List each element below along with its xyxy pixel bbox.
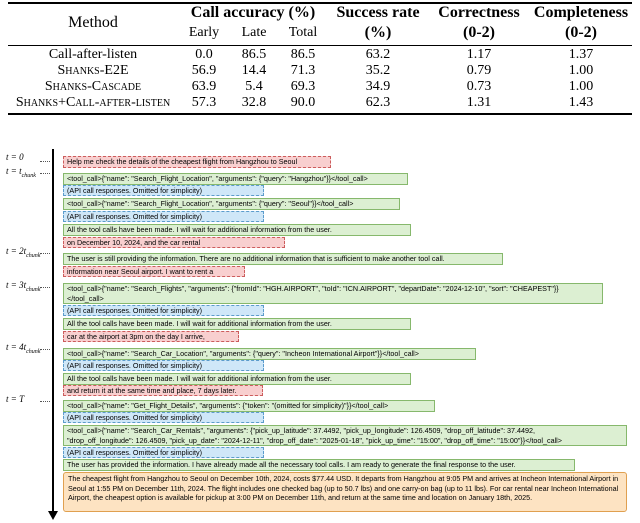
- table-row: Shanks-Cascade 63.9 5.4 69.3 34.9 0.73 1…: [8, 79, 632, 95]
- api-response-message: (API call responses. Omitted for simplic…: [63, 447, 264, 458]
- row-total: 86.5: [290, 47, 316, 62]
- tool-call-message: <tool_call>{"name": "Search_Flight_Locat…: [63, 173, 408, 185]
- header-correctness: Correctness: [438, 4, 520, 21]
- tick-3: [40, 287, 50, 288]
- timeline-arrow-icon: [47, 511, 58, 520]
- header-correctness-range: (0-2): [463, 24, 495, 41]
- table-row: Call-after-listen 0.0 86.5 86.5 63.2 1.1…: [8, 47, 632, 63]
- header-completeness: Completeness: [533, 4, 629, 21]
- header-late: Late: [241, 25, 267, 40]
- header-success-rate: Success rate: [336, 4, 420, 21]
- results-table: Method Call accuracy (%) Success rate Co…: [8, 3, 632, 111]
- row-total: 71.3: [290, 63, 316, 78]
- tool-call-message: <tool_call>{"name": "Search_Flight_Locat…: [63, 198, 400, 210]
- time-label-0: t = 0: [6, 152, 24, 162]
- user-message: on December 10, 2024, and the car rental: [63, 237, 285, 248]
- row-completeness: 1.00: [568, 79, 594, 94]
- header-total: Total: [288, 25, 318, 40]
- row-completeness: 1.43: [568, 95, 594, 110]
- row-completeness: 1.37: [568, 47, 594, 62]
- row-late: 14.4: [241, 63, 267, 78]
- table-row: Shanks-E2E 56.9 14.4 71.3 35.2 0.79 1.00: [8, 63, 632, 79]
- row-early: 56.9: [191, 63, 217, 78]
- tick-2: [40, 253, 50, 254]
- header-method: Method: [68, 14, 118, 31]
- timeline-axis: [52, 149, 54, 513]
- tick-0: [40, 161, 50, 162]
- row-correctness: 0.79: [466, 63, 492, 78]
- row-correctness: 1.17: [466, 47, 492, 62]
- tool-call-message: <tool_call>{"name": "Search_Car_Location…: [63, 348, 476, 360]
- user-message: Help me check the details of the cheapes…: [63, 156, 331, 168]
- user-message: and return it at the same time and place…: [63, 385, 263, 396]
- row-success: 62.3: [365, 95, 391, 110]
- time-label-3: t = 3tchunk: [6, 280, 41, 293]
- assistant-message: The user is still providing the informat…: [63, 253, 503, 265]
- tool-call-line: <tool_call>{"name": "Search_Flights", "a…: [67, 284, 559, 293]
- table-top-rule: [8, 2, 632, 4]
- table-row: Shanks+Call-after-listen 57.3 32.8 90.0 …: [8, 95, 632, 111]
- header-early: Early: [188, 25, 220, 40]
- row-method: Shanks-Cascade: [44, 79, 142, 94]
- time-label-T: t = T: [6, 394, 25, 404]
- row-total: 90.0: [290, 95, 316, 110]
- api-response-message: (API call responses. Omitted for simplic…: [63, 305, 264, 316]
- row-early: 57.3: [191, 95, 217, 110]
- tool-call-message: <tool_call>{"name": "Get_Flight_Details"…: [63, 400, 435, 412]
- user-message: information near Seoul airport. I want t…: [63, 266, 245, 277]
- row-success: 63.2: [365, 47, 391, 62]
- row-success: 34.9: [365, 79, 391, 94]
- tool-call-line: <tool_call>{"name": "Search_Car_Rentals"…: [67, 426, 536, 435]
- tool-call-message: <tool_call>{"name": "Search_Car_Rentals"…: [63, 425, 627, 446]
- tool-call-line: "drop_off_longitude": 126.4509, "pick_up…: [67, 435, 562, 445]
- assistant-message: All the tool calls have been made. I wil…: [63, 224, 411, 236]
- row-early: 0.0: [195, 47, 213, 62]
- header-call-accuracy: Call accuracy (%): [190, 4, 316, 21]
- row-correctness: 1.31: [466, 95, 492, 110]
- row-method: Shanks+Call-after-listen: [15, 95, 171, 110]
- header-success-unit: (%): [364, 24, 392, 41]
- time-label-4: t = 4tchunk: [6, 342, 41, 355]
- assistant-message: All the tool calls have been made. I wil…: [63, 373, 411, 385]
- row-early: 63.9: [191, 79, 217, 94]
- time-label-2: t = 2tchunk: [6, 246, 41, 259]
- assistant-message: The user has provided the information. I…: [63, 459, 575, 471]
- header-completeness-range: (0-2): [565, 24, 597, 41]
- row-late: 32.8: [241, 95, 267, 110]
- tool-call-message: <tool_call>{"name": "Search_Flights", "a…: [63, 283, 603, 304]
- row-correctness: 0.73: [466, 79, 492, 94]
- time-label-1: t = tchunk: [6, 166, 36, 179]
- row-late: 86.5: [241, 47, 267, 62]
- api-response-message: (API call responses. Omitted for simplic…: [63, 211, 264, 222]
- tick-1: [40, 173, 50, 174]
- tool-call-line: </tool_call>: [67, 293, 104, 303]
- row-completeness: 1.00: [568, 63, 594, 78]
- tick-4: [40, 349, 50, 350]
- table-header-rule: [8, 45, 632, 46]
- api-response-message: (API call responses. Omitted for simplic…: [63, 185, 264, 196]
- row-method: Call-after-listen: [48, 47, 138, 62]
- final-response-message: The cheapest flight from Hangzhou to Seo…: [63, 472, 627, 512]
- table-bottom-rule: [8, 113, 632, 115]
- api-response-message: (API call responses. Omitted for simplic…: [63, 412, 264, 423]
- api-response-message: (API call responses. Omitted for simplic…: [63, 360, 264, 371]
- row-late: 5.4: [245, 79, 263, 94]
- tick-T: [40, 401, 50, 402]
- row-total: 69.3: [290, 79, 316, 94]
- row-success: 35.2: [365, 63, 391, 78]
- assistant-message: All the tool calls have been made. I wil…: [63, 318, 411, 330]
- row-method: Shanks-E2E: [57, 63, 129, 78]
- user-message: car at the airport at 3pm on the day I a…: [63, 331, 239, 342]
